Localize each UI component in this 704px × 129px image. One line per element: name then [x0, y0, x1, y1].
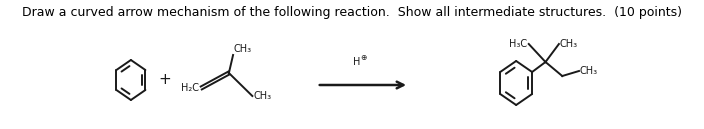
Text: ⊕: ⊕: [360, 53, 367, 62]
Text: H₂C: H₂C: [181, 83, 199, 93]
Text: H₃C: H₃C: [509, 39, 527, 49]
Text: CH₃: CH₃: [560, 39, 578, 49]
Text: Draw a curved arrow mechanism of the following reaction.  Show all intermediate : Draw a curved arrow mechanism of the fol…: [22, 6, 682, 19]
Text: CH₃: CH₃: [234, 44, 252, 54]
Text: +: +: [158, 72, 171, 87]
Text: H: H: [353, 57, 360, 67]
Text: CH₃: CH₃: [580, 66, 598, 76]
Text: CH₃: CH₃: [253, 91, 271, 101]
